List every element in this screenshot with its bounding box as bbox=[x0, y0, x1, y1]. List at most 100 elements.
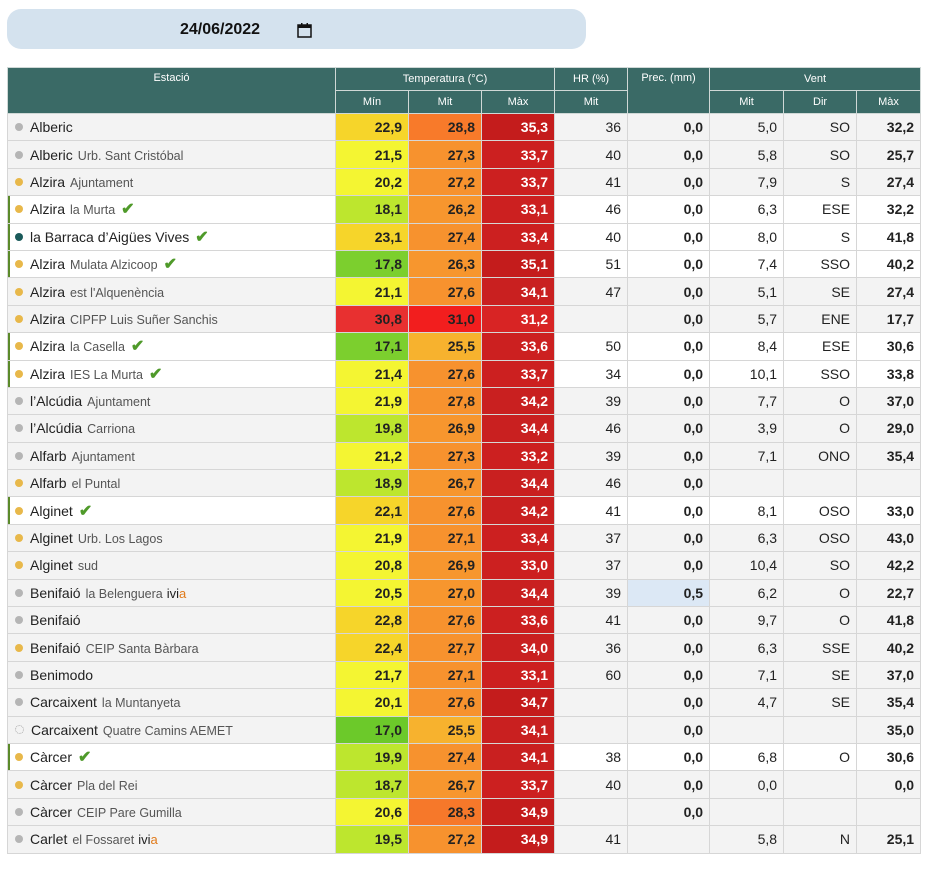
station-cell[interactable]: Càrcer ✔ bbox=[7, 742, 336, 772]
station-name[interactable]: Carcaixent bbox=[31, 721, 98, 738]
station-name[interactable]: Alzira bbox=[30, 310, 66, 327]
table-row[interactable]: Alzira CIPFP Luis Suñer Sanchis 30,8 31,0 31… bbox=[7, 304, 922, 334]
station-cell[interactable]: Alzira est l'Alquenència bbox=[7, 277, 336, 306]
station-name[interactable]: l’Alcúdia bbox=[30, 420, 83, 437]
station-name[interactable]: Alginet bbox=[30, 530, 73, 547]
table-row[interactable]: Alfarb el Puntal 18,9 26,7 34,4 46 0,0 bbox=[7, 469, 922, 498]
table-row[interactable]: Alginet sud 20,8 26,9 33,0 37 0,0 10,4 SO 42,2 bbox=[7, 551, 922, 580]
station-cell[interactable]: Carcaixent Quatre Camins AEMET bbox=[7, 715, 336, 744]
header-prec[interactable]: Prec. (mm) bbox=[627, 67, 711, 114]
station-cell[interactable]: Alginet ✔ bbox=[7, 496, 336, 525]
station-cell[interactable]: Alfarb Ajuntament bbox=[7, 441, 336, 471]
station-cell[interactable]: Alginet sud bbox=[7, 551, 336, 580]
table-row[interactable]: Alginet Urb. Los Lagos 21,9 27,1 33,4 37 0,0 6,… bbox=[7, 523, 922, 553]
table-row[interactable]: Alzira IES La Murta ✔ 21,4 27,6 33,7 34 0,0 10,1… bbox=[7, 359, 922, 388]
table-row[interactable]: Alzira la Casella ✔ 17,1 25,5 33,6 50 0,0 8,4 ESE… bbox=[7, 332, 922, 361]
station-name[interactable]: Alberic bbox=[30, 146, 73, 163]
wind-mit-cell: 6,3 bbox=[709, 195, 785, 224]
station-cell[interactable]: Carcaixent la Muntanyeta bbox=[7, 688, 336, 717]
table-row[interactable]: l’Alcúdia Ajuntament 21,9 27,8 34,2 39 0,0 7,7 O… bbox=[7, 386, 922, 416]
table-row[interactable]: l’Alcúdia Carriona 19,8 26,9 34,4 46 0,0 3,9 O 29… bbox=[7, 414, 922, 443]
station-cell[interactable]: l’Alcúdia Ajuntament bbox=[7, 386, 336, 416]
header-station[interactable]: Estació bbox=[7, 67, 336, 114]
station-cell[interactable]: Càrcer CEIP Pare Gumilla bbox=[7, 797, 336, 827]
temp-mit-cell: 26,3 bbox=[408, 249, 482, 279]
date-input[interactable]: 24/06/2022 bbox=[174, 15, 316, 45]
header-wind-dir[interactable]: Dir bbox=[783, 90, 858, 114]
table-row[interactable]: Carcaixent la Muntanyeta 20,1 27,6 34,7 0,0 4,… bbox=[7, 688, 922, 717]
table-row[interactable]: la Barraca d’Aigües Vives ✔ 23,1 27,4 33,4 40… bbox=[7, 222, 922, 251]
table-row[interactable]: Carlet el Fossaret ivia 19,5 27,2 34,9 41 5,8 N 2… bbox=[7, 825, 922, 854]
header-tmit[interactable]: Mit bbox=[408, 90, 482, 114]
station-cell[interactable]: Alberic Urb. Sant Cristóbal bbox=[7, 140, 336, 169]
station-cell[interactable]: Càrcer Pla del Rei bbox=[7, 770, 336, 799]
station-name[interactable]: Alzira bbox=[30, 338, 66, 355]
table-row[interactable]: Alzira est l'Alquenència 21,1 27,6 34,1 47 0,0… bbox=[7, 277, 922, 306]
hr-cell: 40 bbox=[554, 140, 629, 169]
table-row[interactable]: Càrcer Pla del Rei 18,7 26,7 33,7 40 0,0 0,0 0,0 bbox=[7, 770, 922, 799]
station-name[interactable]: Alginet bbox=[30, 557, 73, 574]
header-hr-mit[interactable]: Mit bbox=[554, 90, 629, 114]
station-name[interactable]: Benifaió bbox=[30, 639, 81, 656]
table-row[interactable]: Benifaió 22,8 27,6 33,6 41 0,0 9,7 O 41,8 bbox=[7, 606, 922, 635]
station-cell[interactable]: Benifaió CEIP Santa Bàrbara bbox=[7, 633, 336, 662]
station-name[interactable]: Alzira bbox=[30, 201, 66, 218]
station-cell[interactable]: Alzira la Murta ✔ bbox=[7, 195, 336, 224]
table-row[interactable]: Benifaió CEIP Santa Bàrbara 22,4 27,7 34,0 36… bbox=[7, 633, 922, 662]
station-name[interactable]: Alzira bbox=[30, 173, 66, 190]
station-cell[interactable]: Alfarb el Puntal bbox=[7, 469, 336, 498]
table-row[interactable]: Alfarb Ajuntament 21,2 27,3 33,2 39 0,0 7,1 ONO 3… bbox=[7, 441, 922, 471]
station-name[interactable]: Carlet bbox=[30, 831, 68, 848]
station-cell[interactable]: Alzira Ajuntament bbox=[7, 167, 336, 197]
station-name[interactable]: Alzira bbox=[30, 283, 66, 300]
station-name[interactable]: Benifaió bbox=[30, 584, 81, 601]
status-dot-icon bbox=[15, 506, 23, 515]
station-cell[interactable]: Alginet Urb. Los Lagos bbox=[7, 523, 336, 553]
temp-mit-cell: 25,5 bbox=[408, 332, 482, 361]
station-cell[interactable]: la Barraca d’Aigües Vives ✔ bbox=[7, 222, 336, 251]
station-name[interactable]: la Barraca d’Aigües Vives bbox=[30, 228, 190, 245]
temp-max-cell: 34,2 bbox=[480, 386, 556, 416]
station-cell[interactable]: Benifaió bbox=[7, 606, 336, 635]
station-name[interactable]: Carcaixent bbox=[30, 694, 97, 711]
station-name[interactable]: l’Alcúdia bbox=[30, 393, 83, 410]
table-row[interactable]: Alzira Ajuntament 20,2 27,2 33,7 41 0,0 7,9 S 27,… bbox=[7, 167, 922, 197]
station-name[interactable]: Benifaió bbox=[30, 612, 81, 629]
station-cell[interactable]: Benimodo bbox=[7, 660, 336, 690]
station-name[interactable]: Càrcer bbox=[30, 749, 73, 766]
station-name[interactable]: Alfarb bbox=[30, 475, 67, 492]
table-row[interactable]: Càrcer ✔ 19,9 27,4 34,1 38 0,0 6,8 O 30,6 bbox=[7, 742, 922, 772]
station-cell[interactable]: Alberic bbox=[7, 112, 336, 142]
station-cell[interactable]: Alzira CIPFP Luis Suñer Sanchis bbox=[7, 304, 336, 334]
station-name[interactable]: Benimodo bbox=[30, 667, 94, 683]
wind-dir-cell: O bbox=[783, 386, 858, 416]
table-row[interactable]: Benifaió la Belenguera ivia 20,5 27,0 34,4 39 0… bbox=[7, 578, 922, 608]
station-cell[interactable]: l’Alcúdia Carriona bbox=[7, 414, 336, 443]
header-tmin[interactable]: Mín bbox=[335, 90, 409, 114]
station-name[interactable]: Alzira bbox=[30, 365, 66, 382]
station-cell[interactable]: Benifaió la Belenguera ivia bbox=[7, 578, 336, 608]
header-wind-max[interactable]: Màx bbox=[856, 90, 922, 114]
table-row[interactable]: Carcaixent Quatre Camins AEMET 17,0 25,5 34,… bbox=[7, 715, 922, 744]
header-wind-mit[interactable]: Mit bbox=[709, 90, 785, 114]
station-name[interactable]: Alfarb bbox=[30, 447, 67, 464]
ivia-logo: ivia bbox=[138, 832, 158, 848]
station-name[interactable]: Càrcer bbox=[30, 776, 73, 793]
table-row[interactable]: Alzira Mulata Alzicoop ✔ 17,8 26,3 35,1 51 0,0 7… bbox=[7, 249, 922, 279]
table-row[interactable]: Càrcer CEIP Pare Gumilla 20,6 28,3 34,9 0,0 bbox=[7, 797, 922, 827]
table-row[interactable]: Alginet ✔ 22,1 27,6 34,2 41 0,0 8,1 OSO 33,0 bbox=[7, 496, 922, 525]
table-row[interactable]: Alzira la Murta ✔ 18,1 26,2 33,1 46 0,0 6,3 ESE 32… bbox=[7, 195, 922, 224]
station-name[interactable]: Alzira bbox=[30, 256, 66, 273]
station-cell[interactable]: Alzira la Casella ✔ bbox=[7, 332, 336, 361]
station-name[interactable]: Alginet bbox=[30, 502, 73, 519]
table-row[interactable]: Alberic 22,9 28,8 35,3 36 0,0 5,0 SO 32,2 bbox=[7, 112, 922, 142]
station-name[interactable]: Alberic bbox=[30, 119, 73, 136]
station-cell[interactable]: Alzira Mulata Alzicoop ✔ bbox=[7, 249, 336, 279]
station-cell[interactable]: Carlet el Fossaret ivia bbox=[7, 825, 336, 854]
calendar-icon[interactable] bbox=[297, 22, 312, 38]
table-row[interactable]: Alberic Urb. Sant Cristóbal 21,5 27,3 33,7 40… bbox=[7, 140, 922, 169]
table-row[interactable]: Benimodo 21,7 27,1 33,1 60 0,0 7,1 SE 37,0 bbox=[7, 660, 922, 690]
station-name[interactable]: Càrcer bbox=[30, 803, 73, 820]
header-tmax[interactable]: Màx bbox=[480, 90, 556, 114]
station-cell[interactable]: Alzira IES La Murta ✔ bbox=[7, 359, 336, 388]
